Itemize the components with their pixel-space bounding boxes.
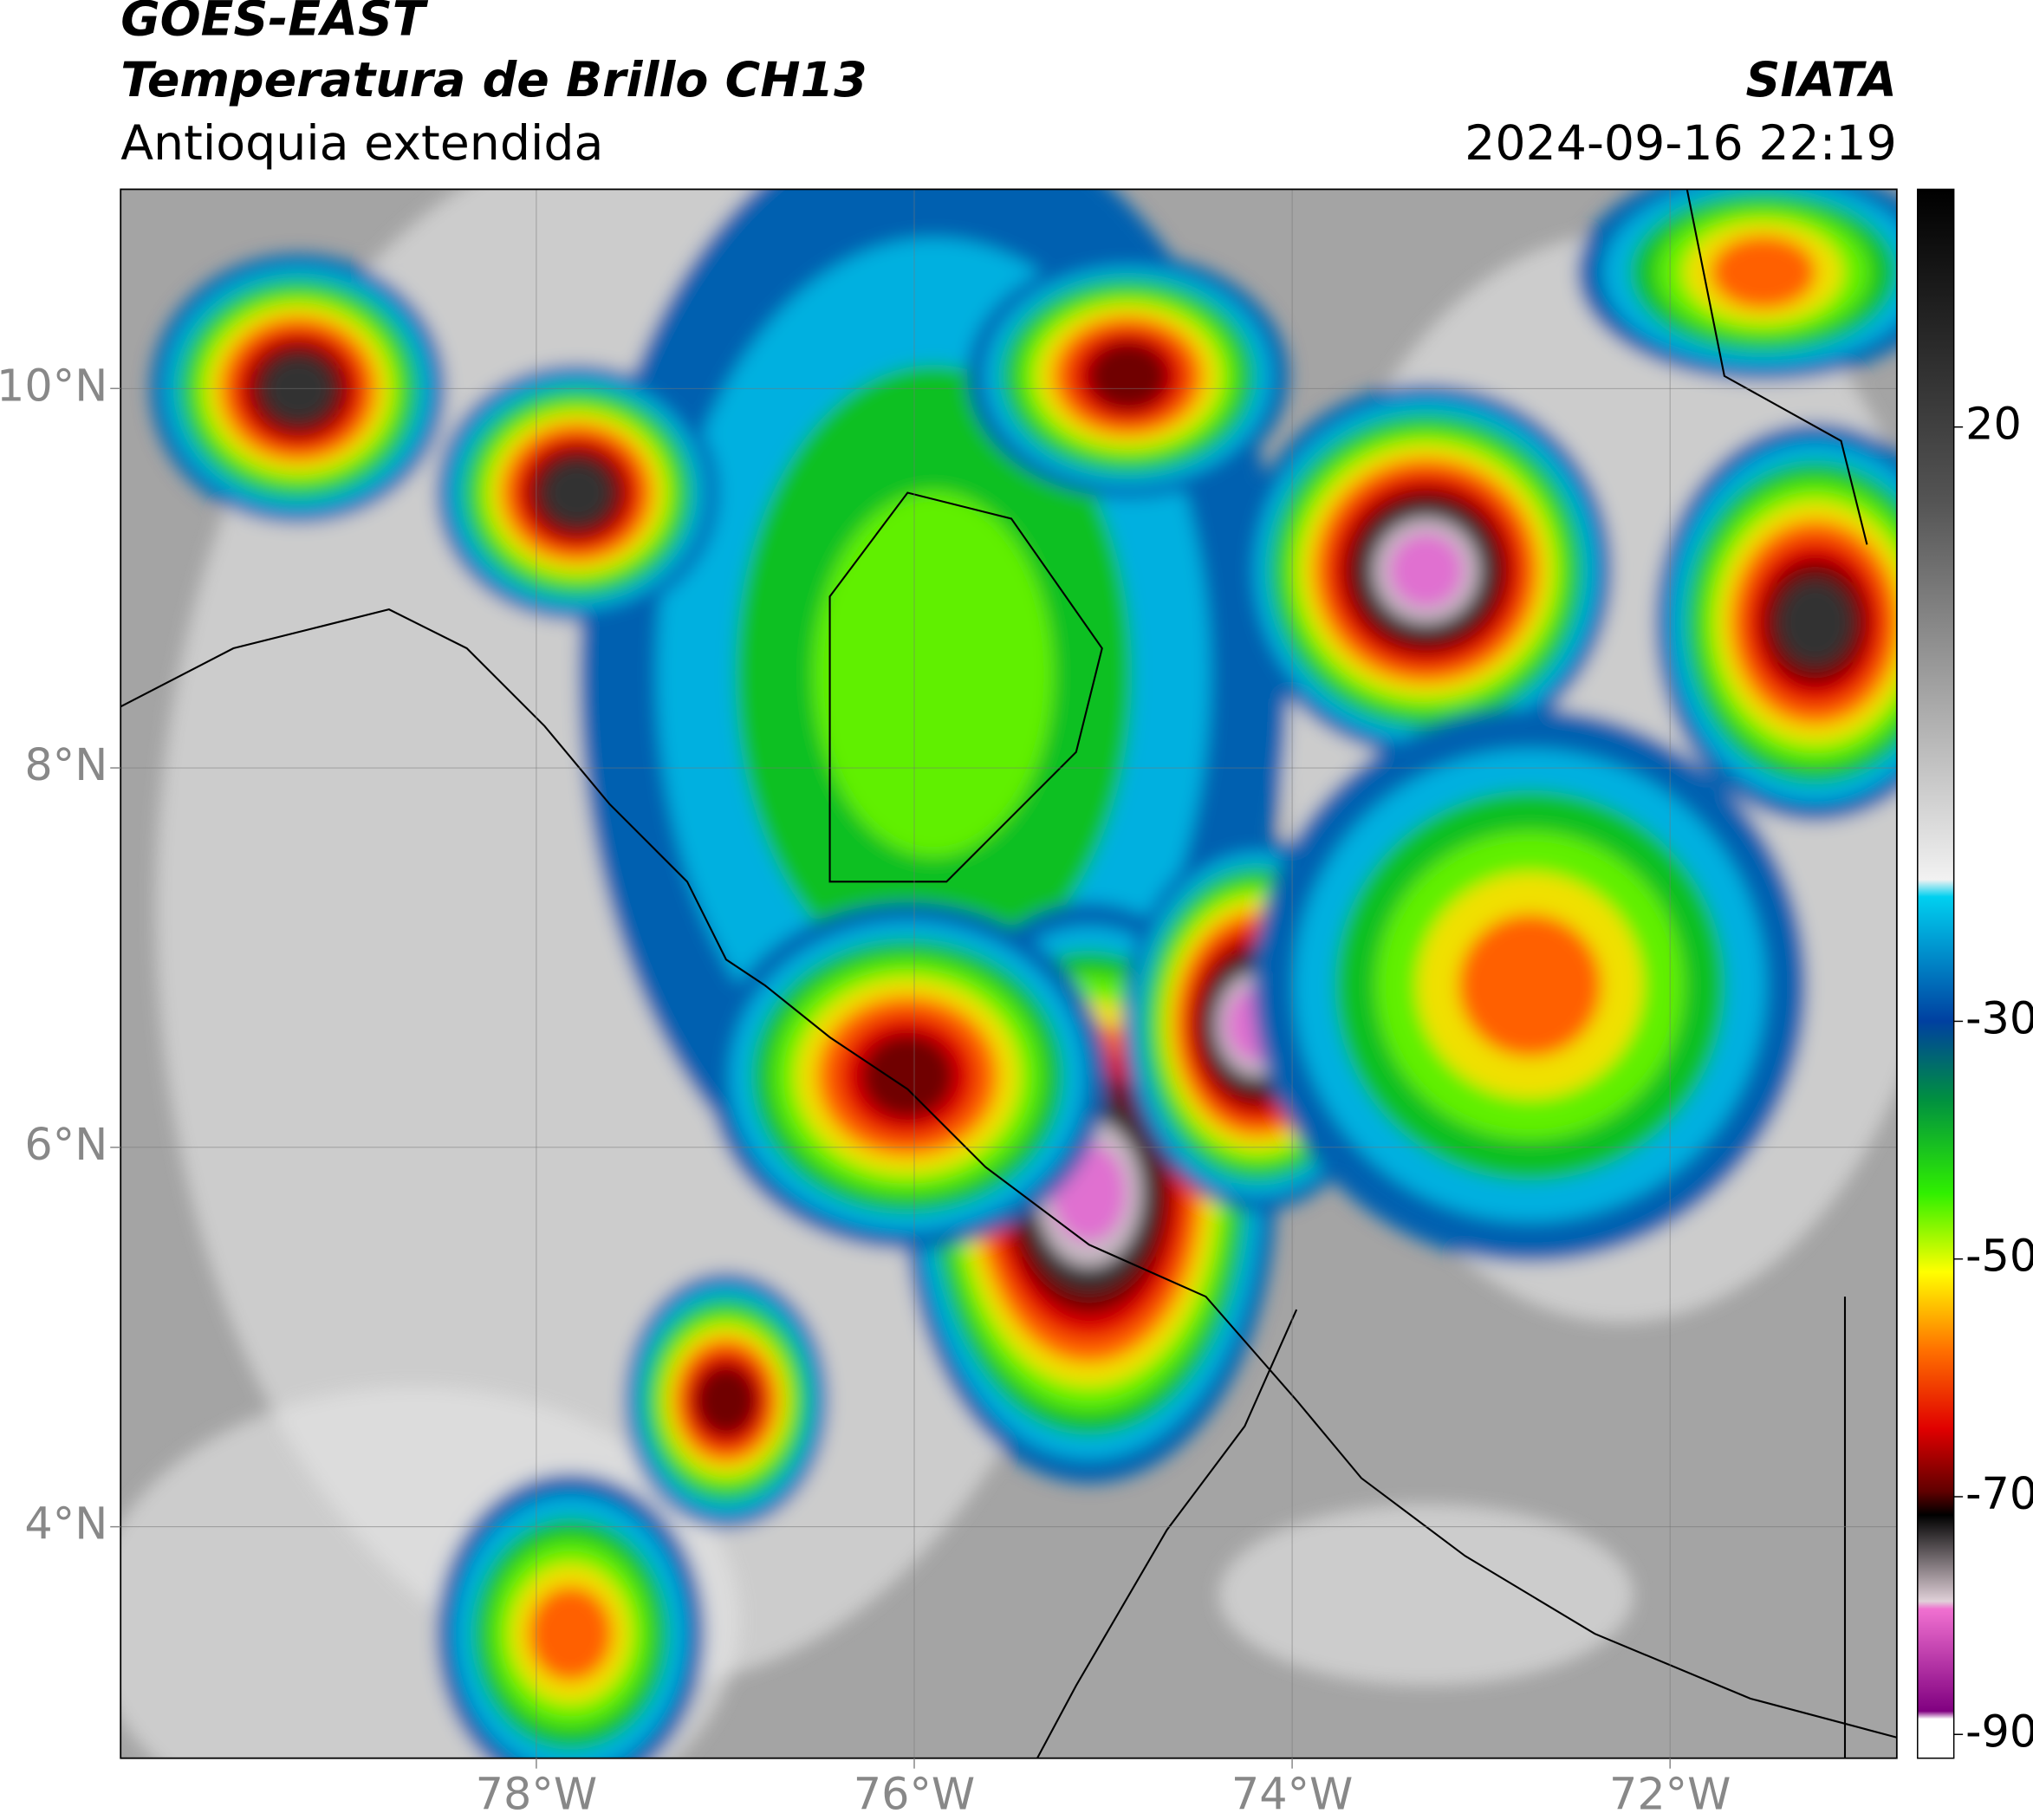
y-tick-label: 6°N <box>24 1119 107 1170</box>
y-tick-label: 4°N <box>24 1498 107 1550</box>
cloud <box>1458 913 1602 1057</box>
x-tick-label: 76°W <box>854 1769 975 1819</box>
y-tick-label: 8°N <box>24 739 107 790</box>
colorbar-tick-label: -30 <box>1965 992 2033 1043</box>
x-tick-label: 72°W <box>1609 1769 1731 1819</box>
cloud <box>813 491 1054 857</box>
cloud <box>1776 578 1854 666</box>
colorbar-tick-label: -90 <box>1965 1706 2033 1757</box>
x-tick-label: 78°W <box>476 1769 597 1819</box>
graticule <box>120 189 1897 1758</box>
timestamp: 2024-09-16 22:19 <box>1465 116 1897 172</box>
boundaries <box>120 189 1897 1758</box>
subtitle: Temperatura de Brillo CH13 <box>120 53 867 108</box>
colorbar-tick-label: -50 <box>1965 1231 2033 1282</box>
cloud <box>1218 1504 1634 1686</box>
x-tick-label: 74°W <box>1231 1769 1353 1819</box>
map-frame <box>120 188 1898 1759</box>
cloud <box>542 458 613 527</box>
cloud <box>1388 532 1465 608</box>
colorbar-tick-label: 20 <box>1965 399 2022 450</box>
region: Antioquia extendida <box>120 116 603 172</box>
title: GOES-EAST <box>120 0 429 48</box>
source: SIATA <box>1746 53 1897 108</box>
colorbar-tick-label: -70 <box>1965 1468 2033 1519</box>
cloud <box>861 1033 955 1119</box>
cloud-field <box>120 189 1897 1758</box>
cloud <box>1087 341 1169 411</box>
cloud <box>528 1586 614 1681</box>
colorbar <box>1917 188 1955 1759</box>
cloud <box>694 1364 758 1436</box>
y-tick-label: 10°N <box>0 360 107 411</box>
cloud <box>1710 235 1816 309</box>
satellite-image <box>120 189 1897 1758</box>
cloud <box>262 354 335 424</box>
